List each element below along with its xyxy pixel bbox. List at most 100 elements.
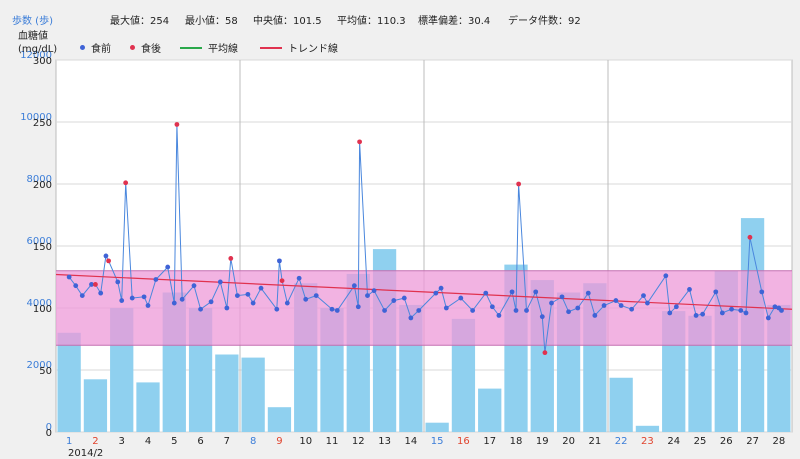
glucose-point-before: [98, 290, 104, 296]
stat-mean: 平均値：110.3: [337, 16, 406, 27]
glucose-tick-label: 150: [33, 242, 52, 253]
glucose-point-before: [79, 293, 85, 298]
day-tick-label: 2: [92, 436, 98, 447]
glucose-point-before: [585, 290, 591, 296]
legend-trend-label: トレンド線: [288, 44, 338, 55]
legend-trend[interactable]: トレンド線: [260, 40, 338, 55]
steps-bar: [215, 354, 239, 432]
glucose-point-before: [224, 305, 230, 311]
glucose-point-before: [303, 296, 309, 302]
steps-bar: [57, 332, 81, 432]
glucose-point-before: [334, 308, 340, 313]
glucose-point-after: [174, 122, 180, 127]
glucose-point-after: [542, 350, 548, 356]
legend-before[interactable]: 食前: [80, 40, 111, 55]
glucose-tick-label: 200: [33, 180, 52, 191]
glucose-axis-label-2: (mg/dL): [18, 44, 58, 55]
steps-bar: [267, 407, 292, 432]
glucose-point-before: [365, 293, 370, 298]
glucose-point-before: [401, 295, 407, 301]
steps-bar: [609, 377, 633, 432]
legend-before-label: 食前: [91, 44, 111, 55]
glucose-point-before: [408, 315, 414, 321]
glucose-point-before: [566, 309, 571, 315]
glucose-point-before: [663, 273, 669, 279]
legend-avg[interactable]: 平均線: [180, 40, 238, 55]
glucose-point-before: [198, 306, 203, 312]
glucose-point-before: [145, 303, 151, 308]
glucose-point-before: [729, 306, 734, 312]
glucose-point-before: [179, 296, 185, 302]
glucose-point-before: [66, 274, 72, 280]
glucose-point-before: [313, 293, 319, 298]
steps-bar: [136, 382, 160, 432]
steps-bar: [451, 318, 476, 432]
day-tick-label: 19: [536, 436, 549, 447]
glucose-point-before: [458, 295, 464, 301]
steps-tick-label: 8000: [27, 174, 52, 185]
glucose-tick-label: 100: [33, 304, 52, 315]
glucose-point-before: [89, 282, 94, 287]
glucose-point-before: [443, 305, 449, 311]
glucose-point-before: [483, 290, 489, 296]
glucose-point-before: [284, 300, 290, 306]
glucose-point-before: [208, 299, 214, 305]
glucose-point-after: [106, 258, 111, 264]
glucose-axis-label: 血糖値 (mg/dL): [18, 30, 57, 56]
glucose-point-after: [123, 180, 129, 186]
glucose-axis-label-1: 血糖値: [18, 31, 48, 42]
day-tick-label: 12: [352, 436, 365, 447]
glucose-point-before: [382, 308, 387, 313]
glucose-point-before: [645, 300, 650, 306]
legend-after-label: 食後: [141, 44, 161, 55]
legend-after[interactable]: 食後: [130, 40, 161, 55]
day-tick-label: 9: [276, 436, 282, 447]
stat-min: 最小値：58: [185, 16, 238, 27]
glucose-point-before: [73, 283, 79, 289]
glucose-point-before: [391, 298, 397, 303]
glucose-point-before: [533, 289, 539, 295]
glucose-point-before: [355, 304, 361, 310]
day-tick-label: 23: [641, 436, 654, 447]
steps-bar: [83, 379, 108, 432]
steps-tick-label: 6000: [27, 236, 52, 247]
legend-trend-marker: [260, 46, 282, 49]
legend-avg-label: 平均線: [208, 44, 238, 55]
glucose-tick-label: 300: [33, 56, 52, 67]
day-tick-label: 27: [746, 436, 759, 447]
steps-tick-label: 12000: [20, 50, 52, 61]
stat-count: データ件数：92: [508, 16, 581, 27]
glucose-tick-label: 250: [33, 118, 52, 129]
trend-line: [55, 273, 793, 310]
day-tick-label: 4: [145, 436, 151, 447]
steps-tick-label: 0: [46, 422, 52, 433]
legend-before-marker: [80, 45, 85, 50]
stat-median: 中央値：101.5: [253, 16, 322, 27]
glucose-point-before: [433, 290, 439, 296]
day-tick-label: 8: [250, 436, 256, 447]
day-tick-label: 17: [483, 436, 496, 447]
glucose-point-before: [641, 293, 646, 298]
glucose-point-before: [513, 308, 519, 313]
glucose-point-before: [165, 264, 171, 270]
day-tick-label: 20: [562, 436, 575, 447]
glucose-point-before: [274, 306, 280, 312]
glucose-point-after: [228, 256, 234, 261]
steps-axis-label: 歩数 (歩): [12, 16, 53, 27]
day-tick-label: 5: [171, 436, 177, 447]
glucose-point-after: [357, 139, 362, 145]
glucose-point-before: [693, 313, 699, 318]
steps-tick-label: 4000: [27, 298, 52, 309]
glucose-point-before: [524, 308, 529, 313]
steps-bar: [635, 425, 660, 432]
glucose-point-before: [217, 279, 223, 285]
glucose-point-before: [559, 294, 565, 300]
glucose-point-before: [129, 295, 135, 301]
glucose-point-before: [329, 306, 335, 312]
glucose-point-before: [489, 304, 495, 310]
glucose-point-before: [250, 300, 256, 306]
day-tick-label: 11: [326, 436, 339, 447]
glucose-tick-label: 0: [46, 428, 52, 439]
glucose-point-before: [549, 300, 554, 306]
stat-std: 標準偏差：30.4: [418, 16, 491, 27]
